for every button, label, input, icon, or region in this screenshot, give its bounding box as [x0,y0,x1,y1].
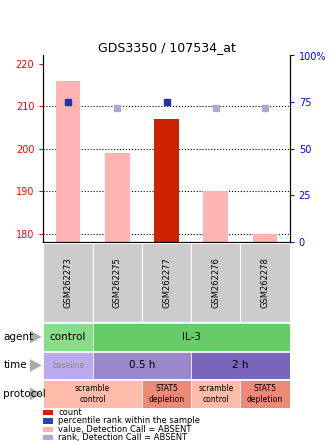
Text: 0.5 h: 0.5 h [129,361,155,370]
Text: GSM262276: GSM262276 [211,257,220,308]
Bar [93,323,290,351]
Bar [253,234,277,242]
Text: GSM262273: GSM262273 [63,257,73,308]
Text: protocol: protocol [3,389,46,399]
Bar [56,81,80,242]
Bar [105,153,130,242]
Title: GDS3350 / 107534_at: GDS3350 / 107534_at [98,41,235,54]
Bar [142,243,191,322]
Bar [154,119,179,242]
Text: scramble
control: scramble control [198,384,233,404]
Bar [43,435,53,440]
Bar [43,410,53,415]
Text: value, Detection Call = ABSENT: value, Detection Call = ABSENT [58,425,191,434]
Text: IL-3: IL-3 [181,332,201,342]
Bar [43,418,53,424]
Text: GSM262278: GSM262278 [260,257,270,308]
Text: count: count [58,408,82,417]
Bar [43,427,53,432]
Bar [191,380,240,408]
Text: GSM262277: GSM262277 [162,257,171,308]
Text: agent: agent [3,332,33,342]
Text: GSM262275: GSM262275 [113,257,122,308]
Bar [191,352,290,379]
Bar [43,323,93,351]
Bar [43,352,93,379]
Bar [93,243,142,322]
Bar [93,352,191,379]
Polygon shape [30,331,42,343]
Text: STAT5
depletion: STAT5 depletion [149,384,184,404]
Bar [203,191,228,242]
Text: control: control [50,332,86,342]
Text: rank, Detection Call = ABSENT: rank, Detection Call = ABSENT [58,433,187,442]
Text: STAT5
depletion: STAT5 depletion [247,384,283,404]
Text: percentile rank within the sample: percentile rank within the sample [58,416,200,425]
Bar [240,243,290,322]
Bar [240,380,290,408]
Bar [43,380,142,408]
Bar [142,380,191,408]
Text: scramble
control: scramble control [75,384,110,404]
Text: baseline: baseline [52,361,84,370]
Text: 2 h: 2 h [232,361,249,370]
Polygon shape [30,359,42,372]
Bar [43,243,93,322]
Text: time: time [3,361,27,370]
Bar [191,243,240,322]
Polygon shape [30,388,42,400]
